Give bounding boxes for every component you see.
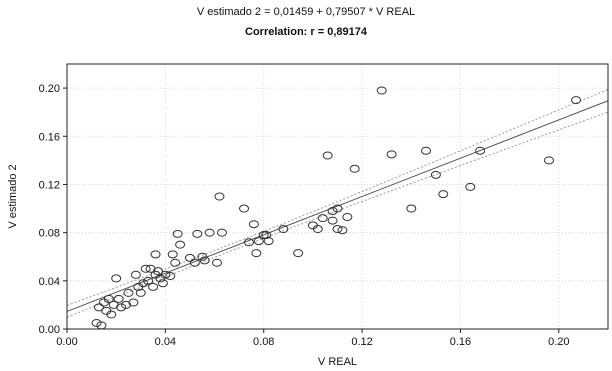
data-point (438, 190, 449, 199)
data-point (184, 253, 195, 262)
data-point (143, 276, 154, 285)
data-point (157, 279, 168, 288)
data-point (322, 151, 333, 160)
data-point (135, 288, 146, 297)
x-tick-label: 0.04 (155, 336, 176, 348)
data-point (175, 240, 186, 249)
data-point (263, 237, 274, 246)
grid-lines (67, 64, 608, 329)
data-point (243, 238, 254, 247)
data-point (253, 237, 264, 246)
x-tick-label: 0.16 (450, 336, 471, 348)
data-point (317, 214, 328, 223)
x-tick-label: 0.20 (548, 336, 569, 348)
data-point (543, 156, 554, 165)
data-point (199, 256, 210, 265)
x-axis-label: V REAL (318, 356, 357, 368)
data-point (386, 150, 397, 159)
data-point (258, 231, 269, 240)
data-point (152, 267, 163, 276)
data-point (167, 250, 178, 259)
data-point (111, 274, 122, 283)
data-point (150, 250, 161, 259)
data-point (189, 258, 200, 267)
x-tick-label: 0.12 (351, 336, 372, 348)
y-tick-label: 0.20 (39, 83, 60, 95)
data-point (278, 225, 289, 234)
data-point (349, 164, 360, 173)
y-tick-label: 0.00 (39, 324, 60, 336)
data-points (91, 86, 582, 330)
data-point (421, 146, 432, 155)
data-point (93, 303, 104, 312)
data-point (293, 249, 304, 258)
data-point (261, 231, 272, 240)
data-point (430, 170, 441, 179)
x-tick-label: 0.08 (253, 336, 274, 348)
data-point (332, 225, 343, 234)
data-point (113, 294, 124, 303)
chart-title: V estimado 2 = 0,01459 + 0,79507 * V REA… (196, 6, 416, 18)
data-point (91, 318, 102, 327)
confidence-up-curve (66, 88, 609, 306)
regression-line (66, 100, 609, 312)
data-point (376, 86, 387, 95)
data-point (148, 282, 159, 291)
data-point (106, 310, 117, 319)
data-point (337, 226, 348, 235)
plot-frame (66, 63, 609, 330)
data-point (251, 249, 262, 258)
data-point (160, 270, 171, 279)
data-point (165, 272, 176, 280)
y-axis-label: V estimado 2 (7, 164, 19, 228)
data-point (204, 228, 215, 237)
data-point (239, 204, 250, 213)
data-point (172, 229, 183, 238)
y-tick-label: 0.04 (39, 276, 60, 288)
data-point (140, 264, 151, 273)
data-point (312, 225, 323, 234)
data-point (116, 303, 127, 312)
data-point (192, 229, 203, 238)
data-point (465, 182, 476, 191)
data-point (128, 298, 139, 307)
chart-subtitle: Correlation: r = 0,89174 (245, 26, 367, 38)
data-point (212, 258, 223, 267)
data-point (214, 192, 225, 201)
x-tick-label: 0.00 (56, 336, 77, 348)
data-point (406, 204, 417, 213)
data-point (216, 228, 227, 237)
data-point (475, 146, 486, 155)
confidence-band (66, 88, 609, 318)
y-axis-ticks: 0.00 0.04 0.08 0.12 0.16 0.20 (39, 83, 67, 336)
data-point (138, 279, 149, 288)
data-point (327, 216, 338, 225)
data-point (103, 294, 114, 303)
y-tick-label: 0.08 (39, 228, 60, 240)
data-point (170, 258, 181, 267)
data-point (327, 206, 338, 215)
data-point (130, 270, 141, 279)
data-point (342, 212, 353, 221)
x-axis-ticks: 0.00 0.04 0.08 0.12 0.16 0.20 (56, 329, 570, 348)
data-point (123, 288, 134, 297)
confidence-down-curve (66, 111, 609, 318)
data-point (571, 96, 582, 105)
data-point (248, 220, 259, 229)
data-point (332, 204, 343, 213)
y-tick-label: 0.16 (39, 131, 60, 143)
y-tick-label: 0.12 (39, 179, 60, 191)
